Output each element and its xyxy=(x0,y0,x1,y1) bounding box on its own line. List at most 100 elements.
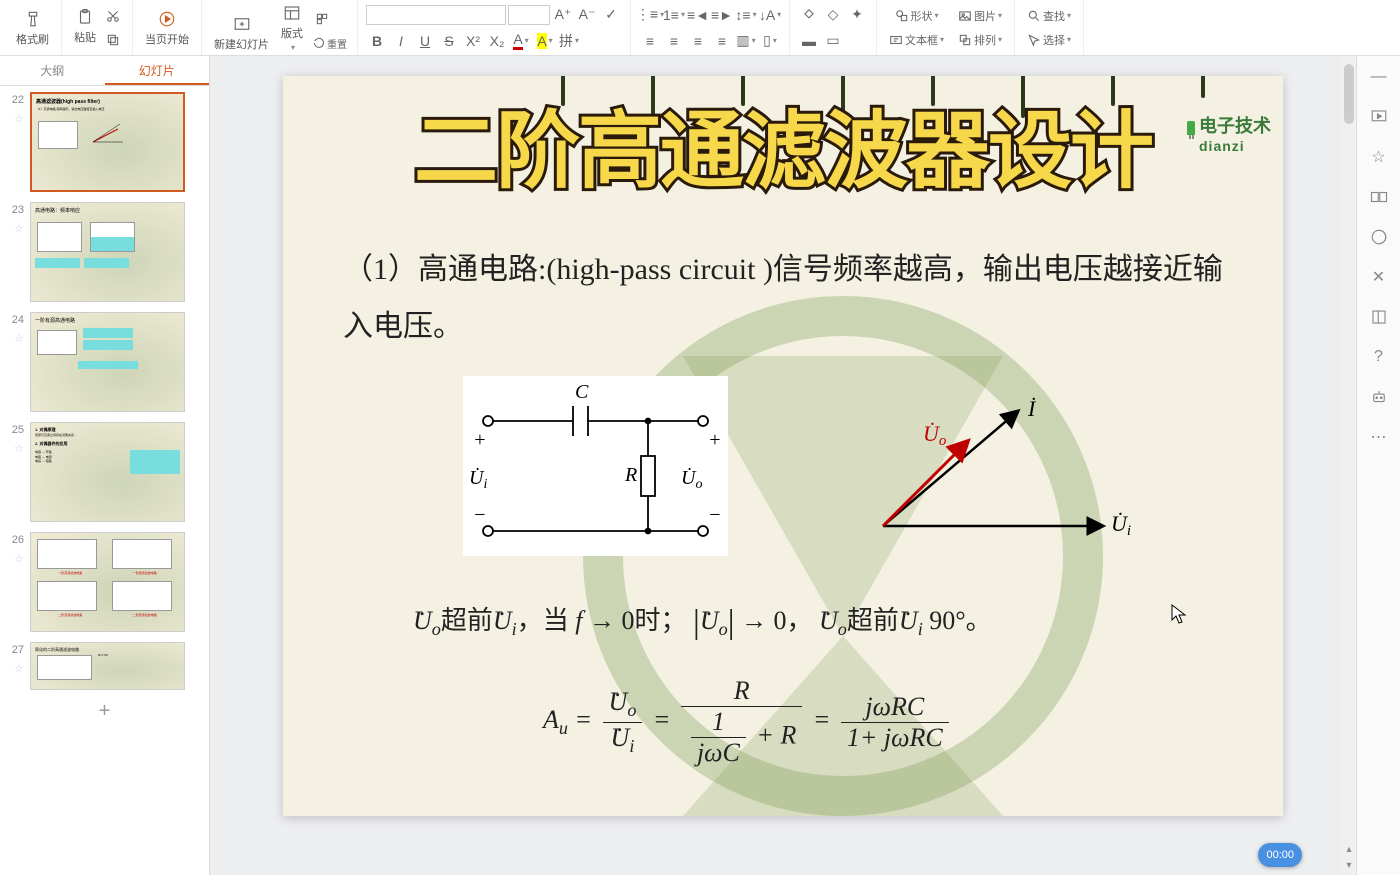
star-icon[interactable]: ☆ xyxy=(6,442,24,455)
thumbnail-24[interactable]: 一阶有源高通电路 xyxy=(30,312,185,412)
cursor-icon xyxy=(1171,604,1187,629)
arrange-button[interactable]: 排列 xyxy=(954,29,1006,51)
rail-transition-icon[interactable] xyxy=(1366,184,1392,210)
svg-text:+: + xyxy=(473,429,487,451)
rail-help-icon[interactable]: ? xyxy=(1366,344,1392,370)
shape-fill-button[interactable]: ▬ xyxy=(798,30,820,52)
thumbnail-23[interactable]: 高通电路：频率响应 xyxy=(30,202,185,302)
vertical-scrollbar[interactable]: ▴ ▾ xyxy=(1342,56,1356,875)
effects-button[interactable]: ✦ xyxy=(846,4,868,26)
star-icon[interactable]: ☆ xyxy=(6,552,24,565)
font-color-button[interactable]: A xyxy=(510,30,532,52)
scroll-up-icon[interactable]: ▴ xyxy=(1342,844,1356,855)
thumb-number: 27 xyxy=(6,642,24,656)
start-label: 当页开始 xyxy=(145,31,189,47)
new-slide-icon xyxy=(232,14,252,34)
line-spacing-button[interactable]: ↕≡ xyxy=(735,4,757,26)
star-icon[interactable]: ☆ xyxy=(6,662,24,675)
tab-slides[interactable]: 幻灯片 xyxy=(105,56,210,85)
thumb-number: 26 xyxy=(6,532,24,546)
svg-text:U̇o: U̇o xyxy=(681,466,702,492)
thumbnail-27[interactable]: 简化的二阶高通滤波电路 R=7.5K xyxy=(30,642,185,690)
italic-button[interactable]: I xyxy=(390,30,412,52)
align-center-button[interactable]: ≡ xyxy=(663,30,685,52)
align-left-button[interactable]: ≡ xyxy=(639,30,661,52)
new-slide-label: 新建幻灯片 xyxy=(214,36,269,52)
rail-slideshow-icon[interactable] xyxy=(1366,104,1392,130)
scrollbar-thumb[interactable] xyxy=(1344,64,1354,124)
text-direction-button[interactable]: ↓A xyxy=(759,4,781,26)
layout-label: 版式 xyxy=(281,25,303,41)
shape-outline-button[interactable]: ▭ xyxy=(822,30,844,52)
columns-button[interactable]: ▥ xyxy=(735,30,757,52)
thumbnail-25[interactable]: 1. 对偶原理 低通与高通之间存在对偶关系... 2. 对偶器件的应用 电容 —… xyxy=(30,422,185,522)
start-from-current-button[interactable]: 当页开始 xyxy=(141,7,193,49)
equation-line-1: Uo超前Ui，当 f → 0时； |Uo| → 0， Uo超前Ui 90°。 xyxy=(413,600,1223,642)
decrease-indent-button[interactable]: ≡◄ xyxy=(687,4,709,26)
strikethrough-button[interactable]: S xyxy=(438,30,460,52)
paste-label: 粘贴 xyxy=(74,29,96,45)
svg-text:−: − xyxy=(708,504,722,526)
align-right-button[interactable]: ≡ xyxy=(687,30,709,52)
reset-button[interactable]: 重置 xyxy=(311,32,349,54)
rail-more-icon[interactable]: ⋯ xyxy=(1366,424,1392,450)
cut-button[interactable] xyxy=(102,5,124,27)
subscript-button[interactable]: X₂ xyxy=(486,30,508,52)
increase-indent-button[interactable]: ≡► xyxy=(711,4,733,26)
find-button[interactable]: 查找 xyxy=(1023,5,1075,27)
align-justify-button[interactable]: ≡ xyxy=(711,30,733,52)
collapse-icon[interactable]: — xyxy=(1366,64,1392,90)
svg-text:U̇i: U̇i xyxy=(469,466,487,492)
thumbnail-list[interactable]: 22 ☆ 高通滤波器(high pass filter) （1）高通电路 频率越高… xyxy=(0,86,209,875)
scroll-down-icon[interactable]: ▾ xyxy=(1342,860,1356,871)
underline-button[interactable]: U xyxy=(414,30,436,52)
thumbnail-22[interactable]: 高通滤波器(high pass filter) （1）高通电路 频率越高，输出电… xyxy=(30,92,185,192)
decrease-font-button[interactable]: A⁻ xyxy=(576,4,598,26)
numbering-button[interactable]: 1≡ xyxy=(663,4,685,26)
timer-badge[interactable]: 00:00 xyxy=(1258,843,1302,867)
thumb-number: 22 xyxy=(6,92,24,106)
slide: 电子技术 dianzi 二阶高通滤波器设计 （1）高通电路:(high-pass… xyxy=(283,76,1283,816)
copy-button[interactable] xyxy=(102,29,124,51)
star-icon[interactable]: ☆ xyxy=(6,222,24,235)
textbox-button[interactable]: 文本框 xyxy=(885,29,948,51)
svg-text:C: C xyxy=(575,381,589,403)
rail-star-icon[interactable]: ☆ xyxy=(1366,144,1392,170)
paste-button[interactable]: 粘贴 xyxy=(70,5,100,51)
svg-text:İ: İ xyxy=(1027,396,1037,421)
new-slide-button[interactable]: 新建幻灯片 xyxy=(210,12,273,54)
increase-font-button[interactable]: A⁺ xyxy=(552,4,574,26)
layout-button[interactable]: 版式 xyxy=(277,1,307,54)
clear-format-button[interactable]: ✓ xyxy=(600,4,622,26)
rail-robot-icon[interactable] xyxy=(1366,384,1392,410)
select-button[interactable]: 选择 xyxy=(1023,29,1075,51)
tab-outline[interactable]: 大纲 xyxy=(0,56,105,85)
rail-tools-icon[interactable]: ✕ xyxy=(1366,264,1392,290)
thumb-number: 24 xyxy=(6,312,24,326)
section-button[interactable] xyxy=(311,8,333,30)
fill-color-button[interactable] xyxy=(798,4,820,26)
superscript-button[interactable]: X² xyxy=(462,30,484,52)
format-painter-button[interactable]: 格式刷 xyxy=(12,7,53,49)
rail-book-icon[interactable] xyxy=(1366,304,1392,330)
font-size-select[interactable] xyxy=(508,5,550,25)
picture-button[interactable]: 图片 xyxy=(954,5,1006,27)
pinyin-button[interactable]: 拼 xyxy=(558,30,580,52)
font-family-select[interactable] xyxy=(366,5,506,25)
shapes-button[interactable]: 形状 xyxy=(885,5,948,27)
bold-button[interactable]: B xyxy=(366,30,388,52)
vert-align-button[interactable]: ▯ xyxy=(759,30,781,52)
thumb-number: 25 xyxy=(6,422,24,436)
add-slide-button[interactable]: + xyxy=(6,700,203,723)
rail-design-icon[interactable] xyxy=(1366,224,1392,250)
bullets-button[interactable]: ⋮≡ xyxy=(639,4,661,26)
thumb-number: 23 xyxy=(6,202,24,216)
slide-canvas[interactable]: 电子技术 dianzi 二阶高通滤波器设计 （1）高通电路:(high-pass… xyxy=(210,56,1356,875)
play-icon xyxy=(157,9,177,29)
outline-color-button[interactable]: ◇ xyxy=(822,4,844,26)
highlight-button[interactable]: A xyxy=(534,30,556,52)
star-icon[interactable]: ☆ xyxy=(6,112,24,125)
phasor-diagram: İ U̇o U̇i xyxy=(853,386,1153,546)
star-icon[interactable]: ☆ xyxy=(6,332,24,345)
thumbnail-26[interactable]: 一阶高通滤波电路 一阶低通滤波电路 二阶高通滤波电路 二阶低通滤波电路 xyxy=(30,532,185,632)
